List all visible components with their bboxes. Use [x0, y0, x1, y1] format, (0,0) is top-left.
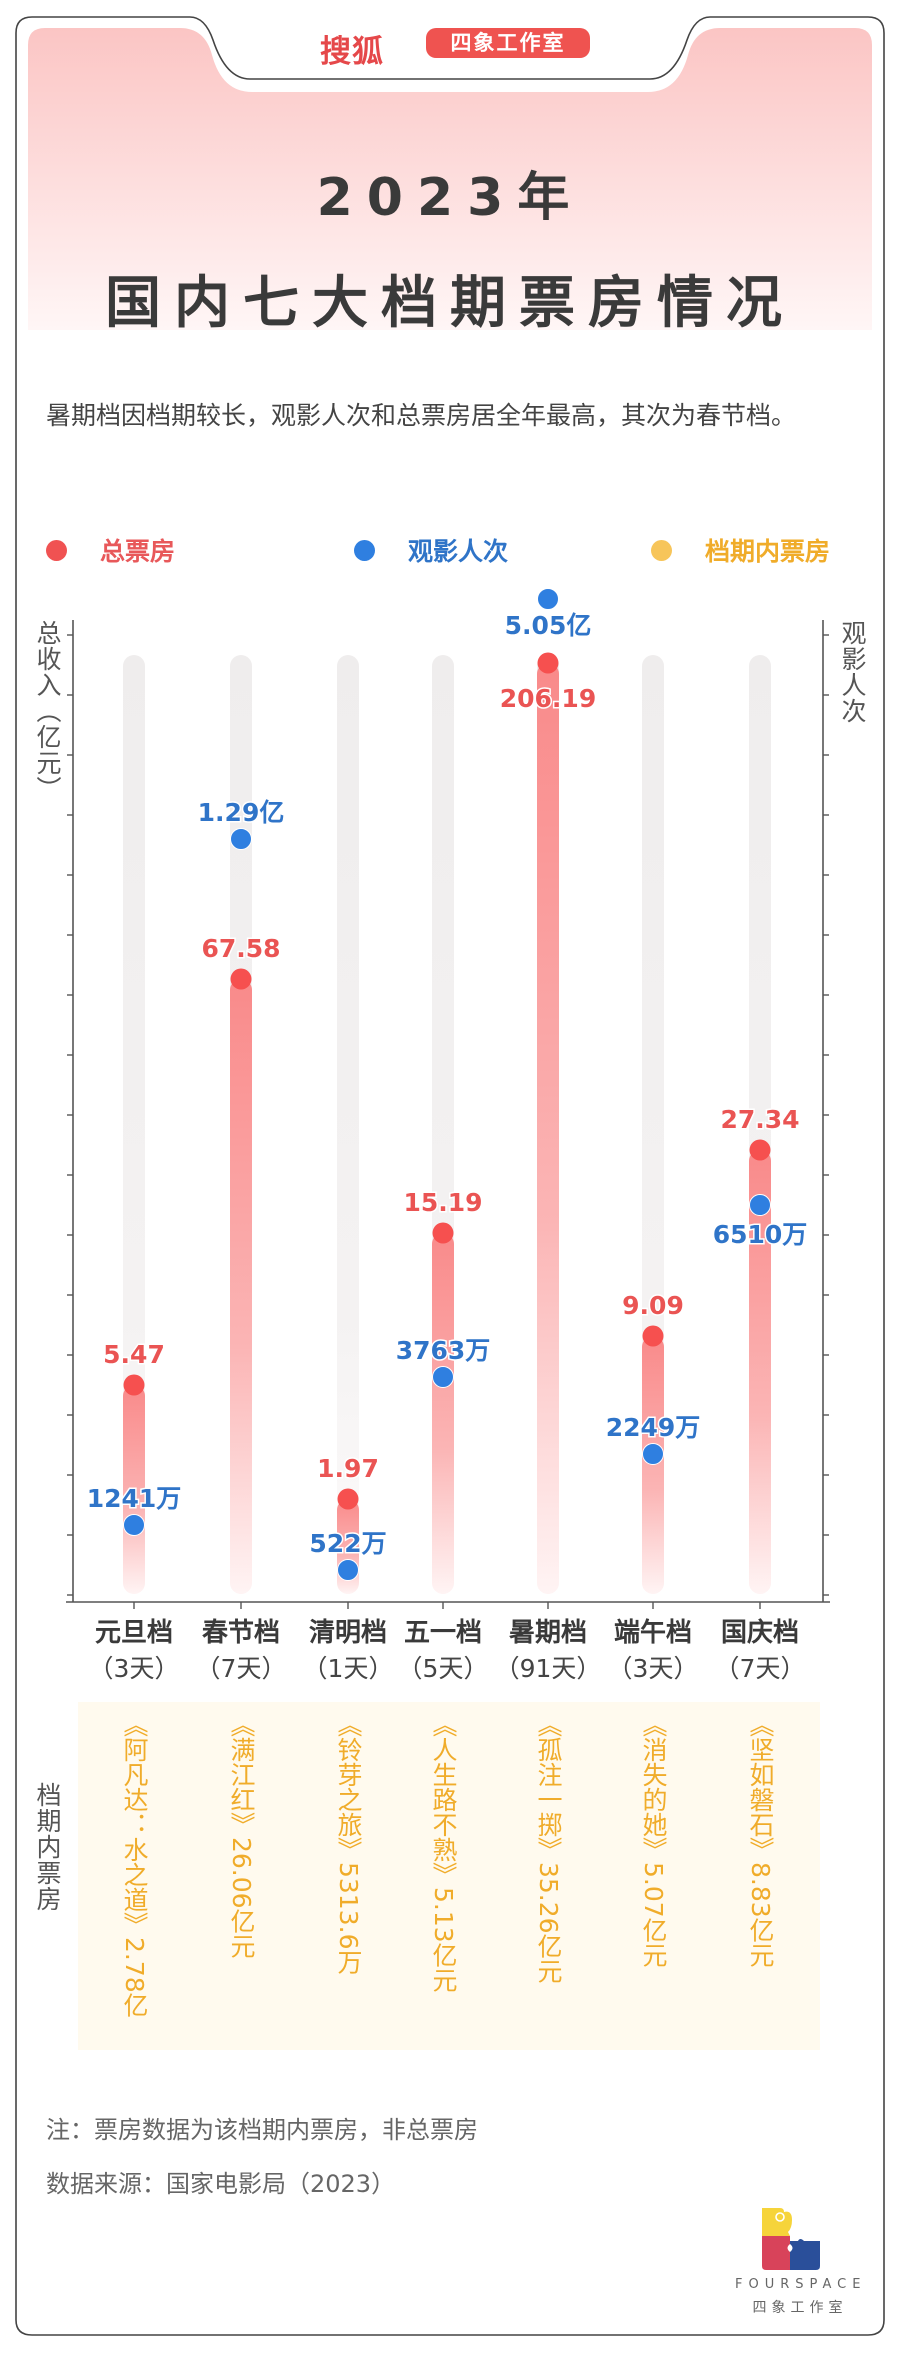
- legend-dot-icon: [354, 539, 375, 561]
- total-box-office-bar: [432, 1233, 454, 1594]
- total-box-office-label: 9.09: [622, 1291, 684, 1320]
- season-duration: （3天）: [607, 1654, 699, 1683]
- period-top-film: 《坚如磐石》8.83亿元: [746, 1712, 775, 1968]
- chart-plot: 5.47 1241万 67.58 1.29亿 1.97 522万 15.19 3763万 206…: [66, 588, 830, 1609]
- total-box-office-label: 15.19: [403, 1188, 482, 1217]
- page-title: 国内七大档期票房情况: [105, 271, 795, 336]
- season-duration: （91天）: [494, 1654, 602, 1683]
- season-duration: （5天）: [397, 1654, 489, 1683]
- track-bar: [337, 655, 359, 1594]
- total-box-office-label: 1.97: [317, 1454, 379, 1483]
- x-axis-label: 元旦档 （3天）: [79, 1615, 189, 1687]
- total-box-office-dot: [432, 1222, 454, 1244]
- season-duration: （7天）: [714, 1654, 806, 1683]
- total-box-office-label: 27.34: [720, 1105, 799, 1134]
- total-box-office-label: 206.19: [500, 684, 596, 713]
- legend-label: 观影人次: [408, 537, 509, 566]
- footnote: 注：票房数据为该档期内票房，非总票房: [46, 2116, 478, 2144]
- season-name: 暑期档: [508, 1618, 587, 1648]
- period-top-film: 《铃芽之旅》5313.6万: [334, 1712, 363, 1975]
- season-duration: （1天）: [302, 1654, 394, 1683]
- audience-dot: [230, 828, 252, 850]
- legend-period-box-office: 档期内票房: [651, 532, 830, 568]
- period-top-film: 《消失的她》5.07亿元: [639, 1712, 668, 1968]
- fourspace-puzzle-logo-icon: [762, 2208, 820, 2270]
- audience-dot: [642, 1443, 664, 1465]
- audience-label: 3763万: [396, 1336, 491, 1365]
- audience-dot: [337, 1559, 359, 1581]
- x-axis-label: 清明档 （1天）: [293, 1615, 403, 1687]
- audience-dot: [537, 588, 559, 610]
- y-axis-right-title: 观影人次: [838, 620, 867, 724]
- audience-label: 6510万: [713, 1220, 808, 1249]
- total-box-office-bar: [749, 1150, 771, 1594]
- logo-text-cn: 四象工作室: [752, 2300, 848, 2316]
- intro-text: 暑期档因档期较长，观影人次和总票房居全年最高，其次为春节档。: [46, 401, 797, 430]
- period-top-film: 《人生路不熟》5.13亿元: [429, 1712, 458, 1993]
- audience-dot: [123, 1514, 145, 1536]
- total-box-office-bar: [537, 663, 559, 1594]
- total-box-office-dot: [230, 968, 252, 990]
- data-source: 数据来源：国家电影局（2023）: [46, 2170, 396, 2198]
- season-name: 国庆档: [720, 1618, 799, 1648]
- audience-dot: [432, 1366, 454, 1388]
- legend-audience: 观影人次: [354, 532, 508, 568]
- total-box-office-bar: [230, 979, 252, 1594]
- audience-label: 522万: [309, 1529, 386, 1558]
- logo-text-en: FOURSPACE: [735, 2277, 867, 2292]
- x-axis-label: 暑期档 （91天）: [493, 1615, 603, 1687]
- legend-dot-icon: [46, 539, 67, 561]
- legend-label: 总票房: [100, 537, 176, 566]
- track-bar: [123, 655, 145, 1594]
- total-box-office-label: 5.47: [103, 1340, 165, 1369]
- x-axis-label: 国庆档 （7天）: [705, 1615, 815, 1687]
- legend-label: 档期内票房: [705, 537, 831, 566]
- audience-label: 1241万: [87, 1484, 182, 1513]
- frame-outline: [15, 16, 885, 2336]
- y-axis-left-title: 总收入（亿元）: [33, 620, 62, 802]
- period-top-film: 《满江红》26.06亿元: [227, 1712, 256, 1959]
- audience-label: 1.29亿: [198, 798, 285, 827]
- season-duration: （7天）: [195, 1654, 287, 1683]
- period-top-film: 《孤注一掷》35.26亿元: [534, 1712, 563, 1984]
- season-name: 清明档: [308, 1618, 387, 1648]
- period-box-office-row-title: 档期内票房: [33, 1782, 62, 1912]
- total-box-office-dot: [537, 652, 559, 674]
- total-box-office-dot: [337, 1488, 359, 1510]
- total-box-office-dot: [749, 1139, 771, 1161]
- x-axis-label: 端午档 （3天）: [598, 1615, 708, 1687]
- legend-dot-icon: [651, 539, 672, 561]
- season-name: 五一档: [403, 1618, 482, 1648]
- legend-total-box-office: 总票房: [46, 532, 175, 568]
- season-name: 春节档: [201, 1618, 280, 1648]
- total-box-office-dot: [123, 1374, 145, 1396]
- season-name: 元旦档: [94, 1618, 173, 1648]
- header-background: [28, 28, 872, 330]
- season-duration: （3天）: [88, 1654, 180, 1683]
- total-box-office-label: 67.58: [201, 934, 280, 963]
- audience-label: 2249万: [606, 1413, 701, 1442]
- period-box-office-panel: [78, 1702, 820, 2050]
- season-name: 端午档: [613, 1618, 692, 1648]
- audience-label: 5.05亿: [505, 611, 592, 640]
- total-box-office-bar: [123, 1385, 145, 1594]
- audience-dot: [749, 1194, 771, 1216]
- total-box-office-dot: [642, 1325, 664, 1347]
- x-axis-label: 五一档 （5天）: [388, 1615, 498, 1687]
- sohu-logo: 搜狐: [320, 34, 384, 70]
- title-year: 2023年: [316, 168, 584, 228]
- x-axis-label: 春节档 （7天）: [186, 1615, 296, 1687]
- period-top-film: 《阿凡达：水之道》2.78亿: [120, 1712, 149, 2018]
- studio-badge: 四象工作室: [426, 28, 590, 58]
